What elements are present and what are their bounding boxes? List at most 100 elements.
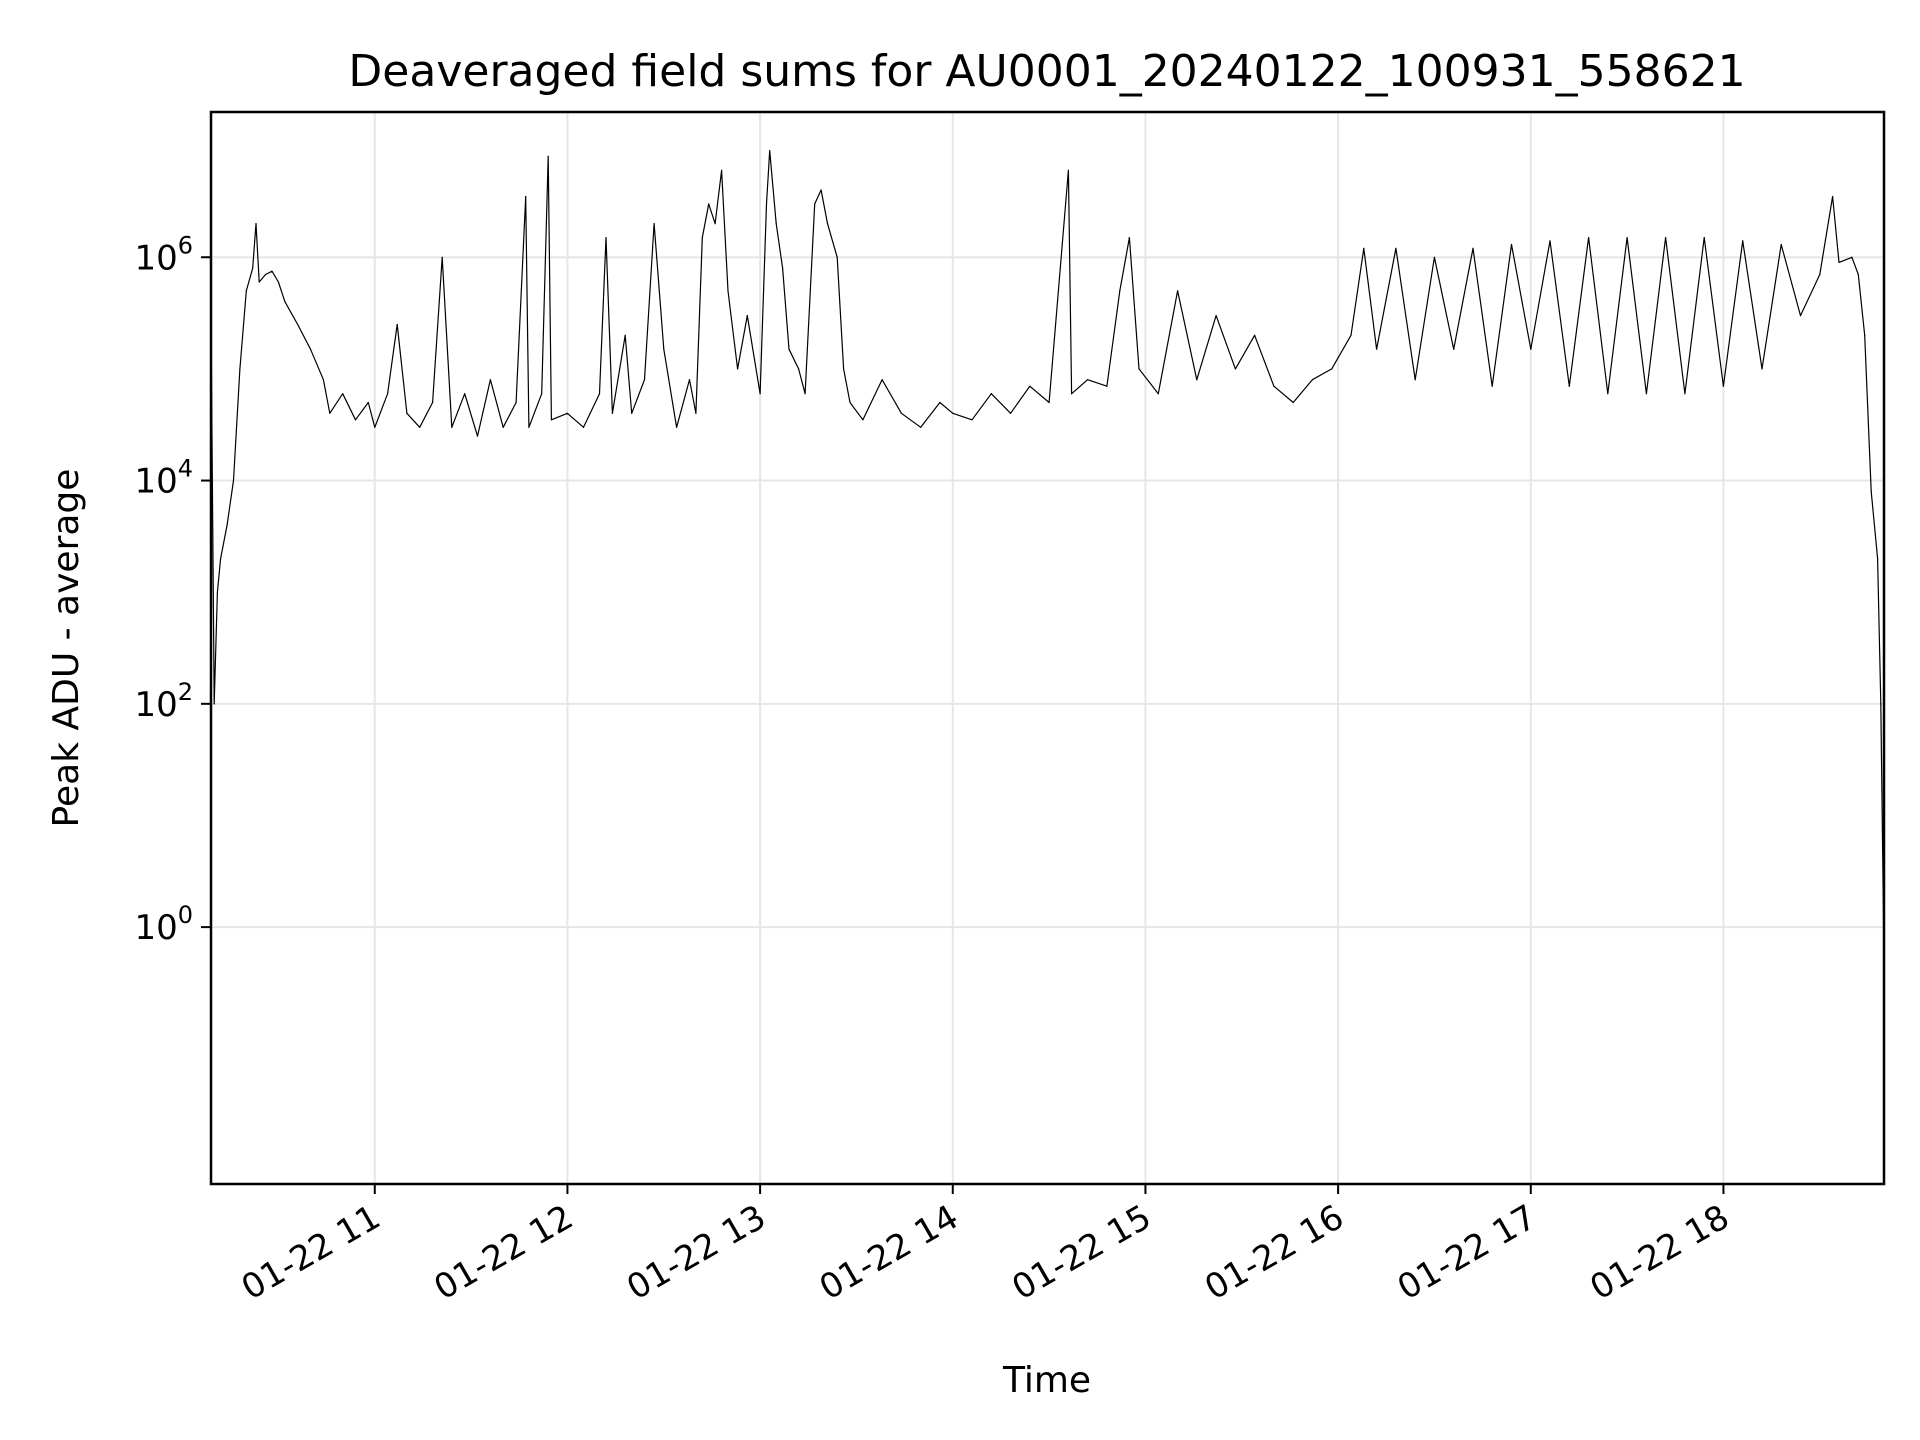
data-point <box>1106 385 1108 387</box>
data-point <box>952 412 954 414</box>
data-point <box>541 393 543 395</box>
data-point <box>1254 334 1256 336</box>
data-point <box>1588 237 1590 239</box>
data-point <box>814 203 816 205</box>
data-point <box>1395 247 1397 249</box>
data-point <box>1645 393 1647 395</box>
data-point <box>220 558 222 560</box>
data-point <box>708 203 710 205</box>
data-point <box>1414 379 1416 381</box>
gridlines <box>211 112 1884 1184</box>
data-point <box>489 379 491 381</box>
data-point <box>1703 237 1705 239</box>
data-point <box>1453 348 1455 350</box>
data-point <box>396 323 398 326</box>
data-point <box>1626 237 1628 239</box>
data-point <box>663 348 665 350</box>
data-point <box>297 323 299 326</box>
data-point <box>1292 401 1294 404</box>
data-point <box>746 315 748 317</box>
data-point <box>1838 261 1840 263</box>
data-point <box>1819 273 1821 276</box>
data-point <box>1780 243 1782 246</box>
data-point <box>643 379 646 381</box>
data-point <box>1363 247 1365 249</box>
data-point <box>1742 240 1744 242</box>
data-point <box>881 379 883 381</box>
data-point <box>1215 315 1217 317</box>
data-point <box>464 393 466 395</box>
data-point <box>1196 379 1198 381</box>
data-point <box>1510 243 1513 246</box>
data-point <box>714 223 716 225</box>
data-point <box>232 479 235 482</box>
data-point <box>354 419 357 421</box>
data-point <box>309 348 312 350</box>
data-point <box>1472 247 1474 249</box>
data-point <box>255 223 257 225</box>
data-point <box>271 270 273 272</box>
data-point <box>1832 195 1834 198</box>
data-point <box>939 401 941 404</box>
data-point <box>406 412 408 414</box>
data-point <box>695 412 697 414</box>
data-point <box>605 237 607 239</box>
data-point <box>737 368 739 370</box>
data-point <box>239 368 241 370</box>
data-point <box>367 401 369 404</box>
data-point <box>1138 368 1140 370</box>
data-point <box>547 155 549 157</box>
data-point <box>502 426 504 428</box>
data-point <box>1157 393 1159 395</box>
data-point <box>1864 334 1866 336</box>
data-point <box>1010 412 1012 414</box>
x-axis-label: Time <box>1002 1360 1091 1401</box>
data-point <box>419 426 421 428</box>
y-tick-label: 100 <box>134 901 193 948</box>
data-point <box>1273 385 1275 387</box>
data-point <box>688 379 691 381</box>
data-point <box>1665 237 1667 239</box>
data-point <box>769 150 771 152</box>
data-point <box>441 256 443 258</box>
data-point <box>798 368 800 370</box>
data-point <box>329 412 331 414</box>
data-point <box>1376 348 1378 350</box>
data-point <box>258 281 260 283</box>
data-point <box>1880 703 1882 705</box>
data-point <box>226 524 228 526</box>
data-point <box>1549 240 1551 242</box>
data-point <box>1530 348 1532 350</box>
data-point <box>701 237 703 239</box>
data-point <box>432 401 434 404</box>
data-point <box>826 223 829 225</box>
data-point <box>550 419 553 421</box>
data-point <box>782 267 784 269</box>
data-point <box>528 426 530 428</box>
data-point <box>1568 385 1570 387</box>
data-point <box>566 412 569 414</box>
data-point <box>990 393 992 395</box>
y-tick-label: 106 <box>134 231 193 278</box>
data-point <box>1029 385 1031 387</box>
data-point <box>342 393 344 395</box>
data-point <box>1799 315 1802 317</box>
data-point <box>820 189 822 191</box>
data-point <box>971 419 973 421</box>
data-point <box>775 223 777 225</box>
data-point <box>676 426 678 428</box>
y-axis-label: Peak ADU - average <box>46 469 87 828</box>
data-point <box>920 426 922 428</box>
data-point <box>1234 368 1236 370</box>
data-point <box>1119 290 1121 292</box>
data-point <box>1722 385 1724 387</box>
data-point <box>1607 393 1609 395</box>
data-point <box>476 435 479 437</box>
data-point <box>900 412 903 414</box>
data-point <box>1433 256 1435 258</box>
data-point <box>515 401 517 404</box>
data-point <box>836 256 838 258</box>
data-point <box>759 393 761 395</box>
series-line <box>210 150 1885 1151</box>
